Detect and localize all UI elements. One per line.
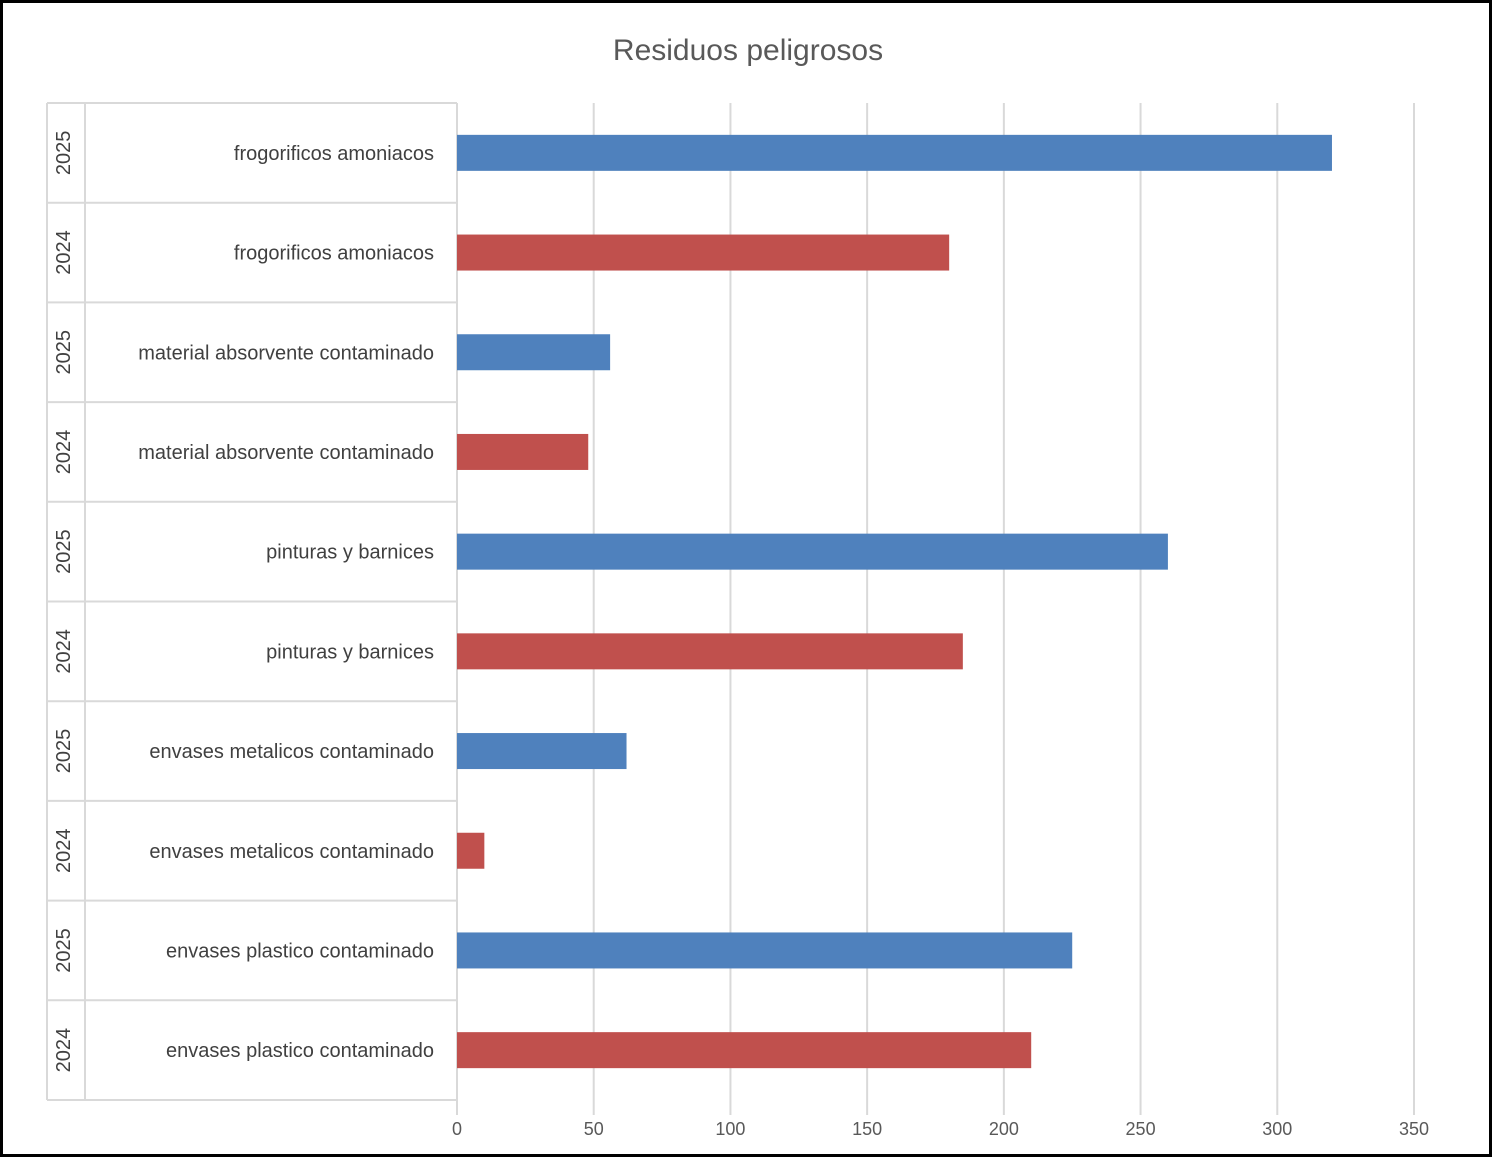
x-tick-label: 150: [852, 1119, 882, 1139]
category-label: frogorificos amoniacos: [234, 143, 434, 165]
category-separators: [46, 102, 457, 1101]
year-label: 2025: [53, 131, 75, 176]
year-label: 2025: [53, 330, 75, 375]
year-label: 2024: [53, 1028, 75, 1073]
x-tick-label: 0: [452, 1119, 462, 1139]
year-label: 2025: [53, 529, 75, 574]
bar-2025-8: [457, 932, 1073, 969]
x-tick-label: 350: [1399, 1119, 1429, 1139]
x-tick-label: 200: [989, 1119, 1019, 1139]
category-label: envases plastico contaminado: [166, 940, 434, 962]
x-tick-label: 250: [1126, 1119, 1156, 1139]
bar-2025-6: [457, 733, 627, 770]
bar-2024-9: [457, 1032, 1032, 1069]
bar-2024-1: [457, 234, 950, 271]
category-label: material absorvente contaminado: [138, 342, 434, 364]
x-tick-label: 100: [715, 1119, 745, 1139]
x-axis-ticks: 0 50 100 150 200 250 300 350: [452, 1119, 1429, 1139]
x-tick-label: 50: [584, 1119, 604, 1139]
bars: [457, 134, 1332, 1069]
x-tick-label: 300: [1262, 1119, 1292, 1139]
category-label: frogorificos amoniacos: [234, 243, 434, 265]
year-label: 2024: [53, 829, 75, 874]
year-label: 2025: [53, 928, 75, 973]
category-label: envases metalicos contaminado: [149, 841, 434, 863]
bar-2024-5: [457, 633, 963, 670]
chart-title: Residuos peligrosos: [613, 34, 883, 67]
category-label: material absorvente contaminado: [138, 442, 434, 464]
category-label: pinturas y barnices: [266, 641, 434, 663]
bar-2025-2: [457, 334, 611, 371]
year-label: 2024: [53, 230, 75, 274]
category-label: pinturas y barnices: [266, 542, 434, 564]
year-label: 2025: [53, 729, 75, 774]
bar-2025-4: [457, 533, 1168, 570]
category-label: envases plastico contaminado: [166, 1040, 434, 1062]
category-labels: frogorificos amoniacos frogorificos amoni…: [138, 143, 434, 1062]
category-label: envases metalicos contaminado: [149, 741, 434, 763]
year-label: 2024: [53, 629, 75, 674]
bar-2024-7: [457, 832, 485, 869]
year-labels: 2025 2024 2025 2024 2025 2024 2025 2024 2025 2024: [53, 131, 75, 1073]
bar-2024-3: [457, 433, 589, 470]
year-label: 2024: [53, 430, 75, 475]
bar-2025-0: [457, 134, 1332, 171]
